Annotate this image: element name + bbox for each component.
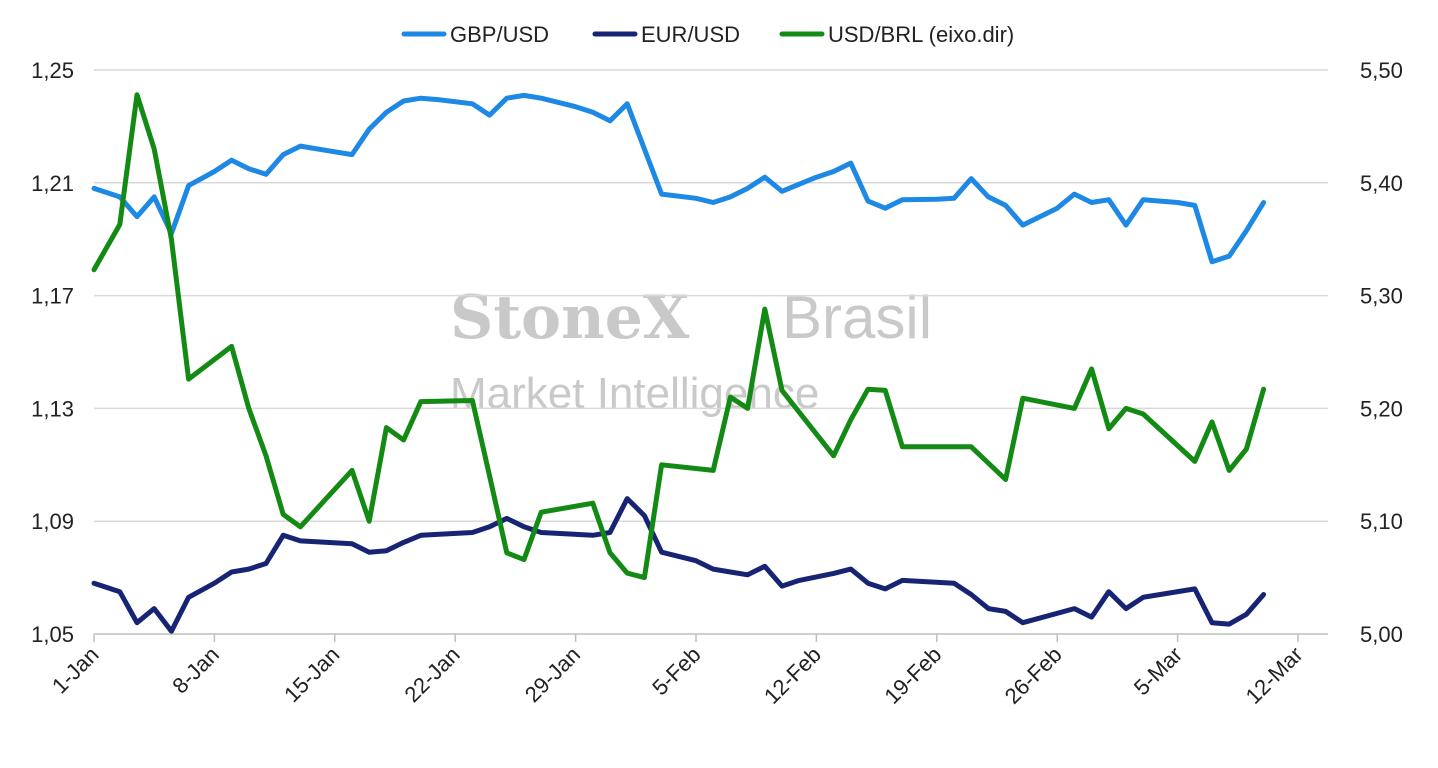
legend-label: GBP/USD <box>450 22 549 47</box>
legend-label: EUR/USD <box>641 22 740 47</box>
x-tick-label: 8-Jan <box>167 642 224 699</box>
y-left-tick-label: 1,17 <box>31 284 74 309</box>
x-tick-label: 15-Jan <box>279 642 344 707</box>
series-line-gbp-usd <box>91 92 1267 265</box>
x-tick-label: 12-Feb <box>759 642 826 709</box>
y-left-tick-label: 1,21 <box>31 171 74 196</box>
watermark: StoneX Brasil Market Intelligence <box>450 283 932 418</box>
x-tick-label: 12-Mar <box>1241 642 1308 709</box>
gridlines <box>94 69 1328 522</box>
series-line-eur-usd <box>91 496 1267 634</box>
y-left-tick-label: 1,13 <box>31 396 74 421</box>
series-line-usd-brl <box>91 92 1267 581</box>
y-right-tick-label: 5,20 <box>1360 396 1403 421</box>
y-right-tick-label: 5,30 <box>1360 284 1403 309</box>
watermark-brasil: Brasil <box>782 284 932 351</box>
x-tick-label: 26-Feb <box>1000 642 1067 709</box>
watermark-stonex: StoneX <box>450 283 690 353</box>
y-right-tick-label: 5,50 <box>1360 58 1403 83</box>
watermark-market-intelligence: Market Intelligence <box>450 369 819 418</box>
x-tick-label: 5-Mar <box>1129 642 1187 700</box>
y-left-tick-label: 1,25 <box>31 58 74 83</box>
y-right-tick-label: 5,10 <box>1360 509 1403 534</box>
y-left-tick-label: 1,05 <box>31 622 74 647</box>
x-tick-label: 29-Jan <box>520 642 585 707</box>
x-tick-label: 19-Feb <box>879 642 946 709</box>
y-left-tick-label: 1,09 <box>31 509 74 534</box>
legend-label: USD/BRL (eixo.dir) <box>828 22 1014 47</box>
y-right-tick-label: 5,00 <box>1360 622 1403 647</box>
x-tick-label: 22-Jan <box>399 642 464 707</box>
x-tick-label: 5-Feb <box>647 642 705 700</box>
legend: GBP/USD EUR/USD USD/BRL (eixo.dir) <box>401 22 1014 47</box>
series-lines <box>91 92 1267 634</box>
x-tick-label: 1-Jan <box>47 642 104 699</box>
y-right-tick-label: 5,40 <box>1360 171 1403 196</box>
